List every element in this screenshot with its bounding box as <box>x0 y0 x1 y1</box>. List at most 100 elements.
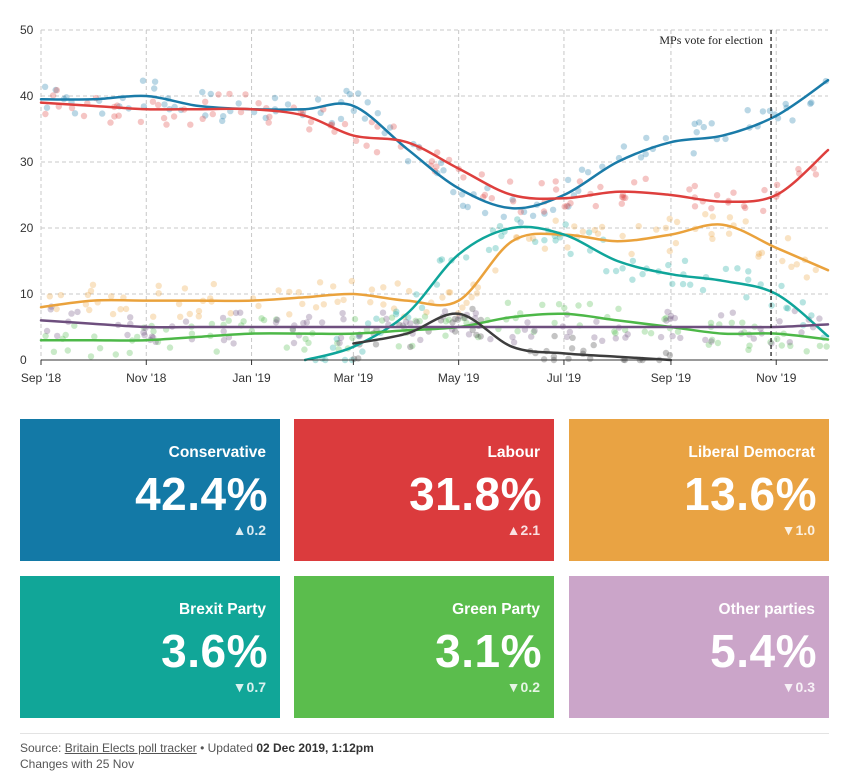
poll-dot <box>667 315 674 323</box>
poll-dot <box>272 319 280 326</box>
poll-dot <box>525 235 533 242</box>
poll-dot <box>177 313 184 320</box>
poll-dot <box>148 333 156 340</box>
poll-dot <box>665 261 672 269</box>
poll-dot <box>539 301 546 308</box>
poll-dot <box>112 351 120 358</box>
x-tick-label: Nov '19 <box>756 371 797 385</box>
poll-dot <box>642 150 649 158</box>
poll-dot <box>318 319 326 326</box>
poll-dot <box>395 343 402 350</box>
poll-dot <box>567 200 574 207</box>
poll-dot <box>355 90 362 97</box>
x-tick-label: Nov '18 <box>126 371 167 385</box>
poll-dot <box>745 268 752 275</box>
poll-dot <box>469 305 476 313</box>
poll-dot <box>266 113 273 121</box>
poll-dot <box>807 100 814 107</box>
poll-dot <box>89 281 97 288</box>
poll-dot <box>445 316 452 323</box>
poll-dot <box>378 317 386 324</box>
poll-dot <box>346 91 353 98</box>
poll-dot <box>755 250 763 257</box>
poll-dot <box>691 203 699 210</box>
poll-dot <box>412 317 419 324</box>
poll-dot <box>593 318 600 325</box>
source-link[interactable]: Britain Elects poll tracker <box>64 741 197 755</box>
poll-dot <box>541 210 548 217</box>
tile-change: ▼1.0 <box>781 522 815 538</box>
poll-dot <box>351 315 359 323</box>
poll-dot <box>141 332 148 339</box>
poll-dot <box>786 339 793 346</box>
poll-dot <box>564 176 572 184</box>
poll-dot <box>485 246 493 254</box>
poll-dot <box>213 348 220 355</box>
poll-dot <box>509 333 516 341</box>
poll-dot <box>661 316 668 323</box>
poll-dot <box>624 331 631 338</box>
poll-dot <box>232 309 240 317</box>
poll-dot <box>386 124 394 131</box>
poll-dot <box>155 101 162 109</box>
poll-dot <box>84 291 92 299</box>
poll-dot <box>603 268 610 275</box>
poll-dot <box>334 340 341 347</box>
poll-dot <box>552 237 559 244</box>
poll-dot <box>446 289 454 296</box>
poll-dot <box>52 86 59 94</box>
poll-dot <box>305 313 313 321</box>
poll-dot <box>380 284 387 291</box>
poll-dot <box>744 107 751 114</box>
poll-dot <box>349 334 356 342</box>
poll-dot <box>739 319 746 326</box>
poll-dot <box>230 340 237 347</box>
poll-dot <box>563 202 571 210</box>
poll-dot <box>440 167 447 174</box>
poll-dot <box>380 301 387 308</box>
poll-dot <box>666 247 673 255</box>
poll-dot <box>592 202 599 210</box>
tile-party-name: Brexit Party <box>178 601 266 618</box>
poll-dot <box>481 209 489 217</box>
poll-dot <box>258 315 265 322</box>
poll-dot <box>383 315 390 322</box>
poll-dot <box>789 117 796 124</box>
source-line: Source: Britain Elects poll tracker • Up… <box>20 740 829 756</box>
poll-dot <box>316 279 324 286</box>
poll-dot <box>745 346 752 353</box>
poll-dot <box>74 308 81 316</box>
trend-line-change-uk <box>352 312 673 362</box>
poll-dot <box>757 281 764 288</box>
poll-dot <box>364 320 372 327</box>
poll-dot <box>552 217 559 224</box>
poll-dot <box>742 204 749 212</box>
poll-dot <box>808 99 815 106</box>
poll-dot <box>528 333 535 340</box>
poll-dot <box>82 301 90 308</box>
poll-dot <box>776 318 783 325</box>
poll-dot <box>768 302 775 309</box>
poll-dot <box>611 328 618 335</box>
poll-dot <box>498 232 505 240</box>
poll-dot <box>195 313 202 320</box>
poll-dot <box>283 344 290 351</box>
poll-dot <box>454 316 462 323</box>
poll-dot <box>612 335 619 342</box>
poll-dot <box>302 335 309 343</box>
poll-dot <box>139 77 147 84</box>
poll-dot <box>628 250 635 258</box>
poll-dot <box>722 135 729 143</box>
poll-dot <box>273 316 280 323</box>
tile-labour: Labour 31.8% ▲2.1 <box>294 419 554 561</box>
tile-vote-share: 3.6% <box>161 625 268 677</box>
tile-conservative: Conservative 42.4% ▲0.2 <box>20 419 280 561</box>
poll-dot <box>413 291 420 298</box>
poll-dot <box>742 218 749 225</box>
poll-dot <box>464 203 471 211</box>
poll-dot <box>262 114 269 122</box>
poll-dot <box>788 263 795 270</box>
poll-dot <box>481 191 489 199</box>
poll-dot <box>599 337 606 344</box>
poll-dot <box>361 115 369 122</box>
